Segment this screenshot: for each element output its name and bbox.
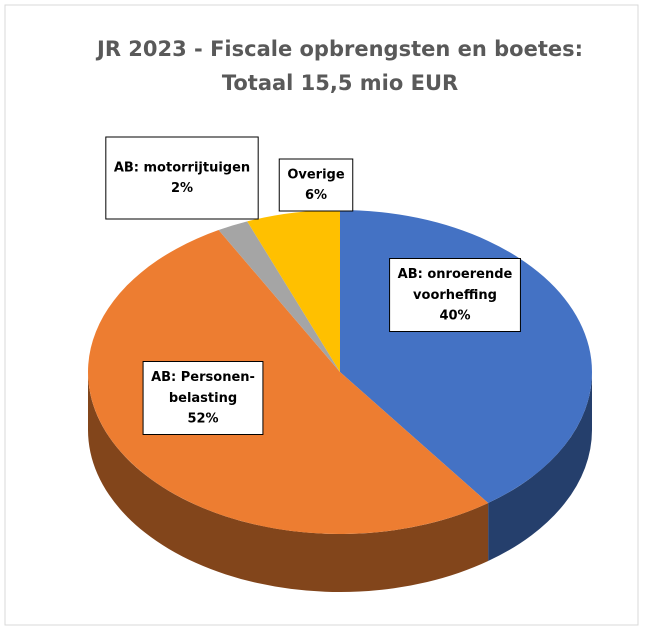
label-box [105,136,259,220]
slice [247,210,340,372]
data-label: Overige 6% [278,158,354,212]
value-label: 52% [187,412,218,427]
chart-title: Totaal 15,5 mio EUR [222,71,458,95]
value-label: 2% [171,181,193,196]
label-box [278,158,354,212]
category-label: AB: Personen-belasting [151,370,255,406]
chart-title: JR 2023 - Fiscale opbrengsten en boetes: [95,37,583,61]
slice-side [88,372,489,592]
data-label: AB: onroerende voorheffing 40% [389,258,521,332]
category-label: Overige [287,167,345,182]
slice-side [488,372,592,562]
category-label: AB: motorrijtuigen [114,160,250,175]
value-label: 6% [305,188,327,203]
label-box [389,258,521,332]
category-label: AB: onroerende voorheffing [398,267,513,303]
data-label: AB: Personen-belasting 52% [142,361,264,435]
slice [218,221,340,372]
slice [88,230,489,534]
label-box [142,361,264,435]
value-label: 40% [439,309,470,324]
data-label: AB: motorrijtuigen 2% [105,136,259,220]
